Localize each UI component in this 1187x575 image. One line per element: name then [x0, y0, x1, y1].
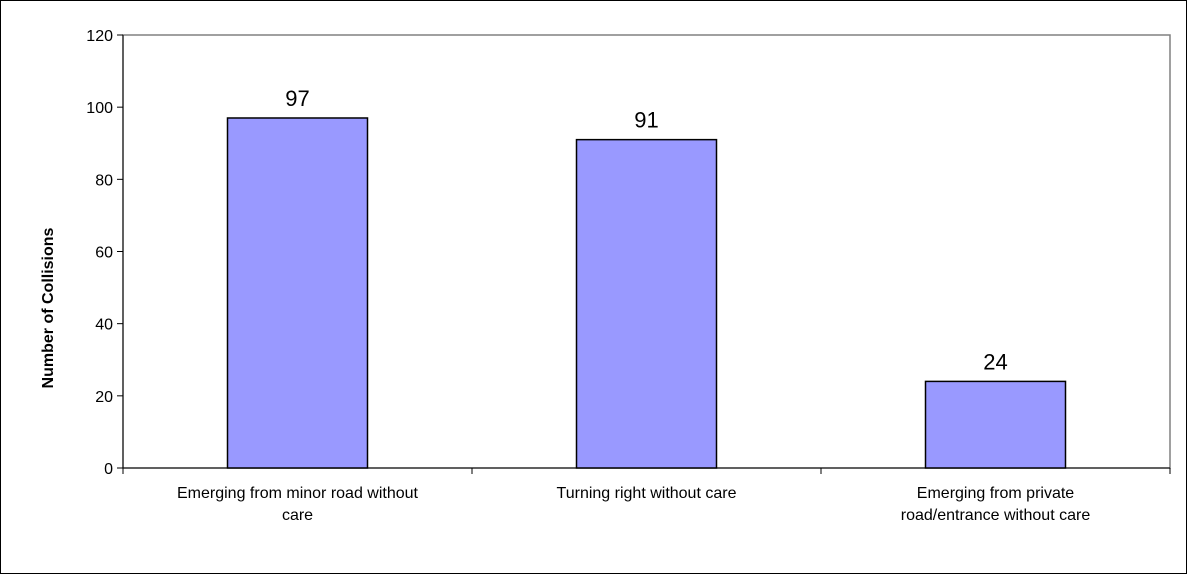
data-label-2: 91: [634, 108, 658, 133]
y-axis: 0 20 40 60 80 100 120: [86, 28, 123, 478]
bar-2: [575, 138, 718, 469]
category-label-line: care: [282, 507, 313, 524]
bar-3: [924, 380, 1067, 469]
y-tick-label: 80: [95, 172, 113, 189]
data-label-3: 24: [983, 349, 1007, 374]
category-label-2: Turning right without care: [557, 485, 737, 502]
y-axis-title: Number of Collisions: [40, 227, 57, 388]
y-tick-label: 40: [95, 317, 113, 334]
data-labels: 97 91 24: [285, 86, 1007, 374]
category-label-1: Emerging from minor road without care: [177, 485, 419, 524]
y-tick-label: 60: [95, 245, 113, 262]
y-tick-label: 100: [86, 100, 113, 117]
category-label-3: Emerging from private road/entrance witho…: [901, 485, 1091, 524]
x-axis-labels: Emerging from minor road without care Turn…: [177, 485, 1090, 524]
bar-1: [226, 117, 369, 469]
category-label-line: Emerging from private: [917, 485, 1074, 502]
y-tick-label: 0: [104, 461, 113, 478]
y-tick-label: 120: [86, 28, 113, 45]
bars: [226, 117, 1067, 469]
category-label-line: Turning right without care: [557, 485, 737, 502]
category-label-line: Emerging from minor road without: [177, 485, 419, 502]
y-tick-label: 20: [95, 389, 113, 406]
category-label-line: road/entrance without care: [901, 507, 1091, 524]
data-label-1: 97: [285, 86, 309, 111]
